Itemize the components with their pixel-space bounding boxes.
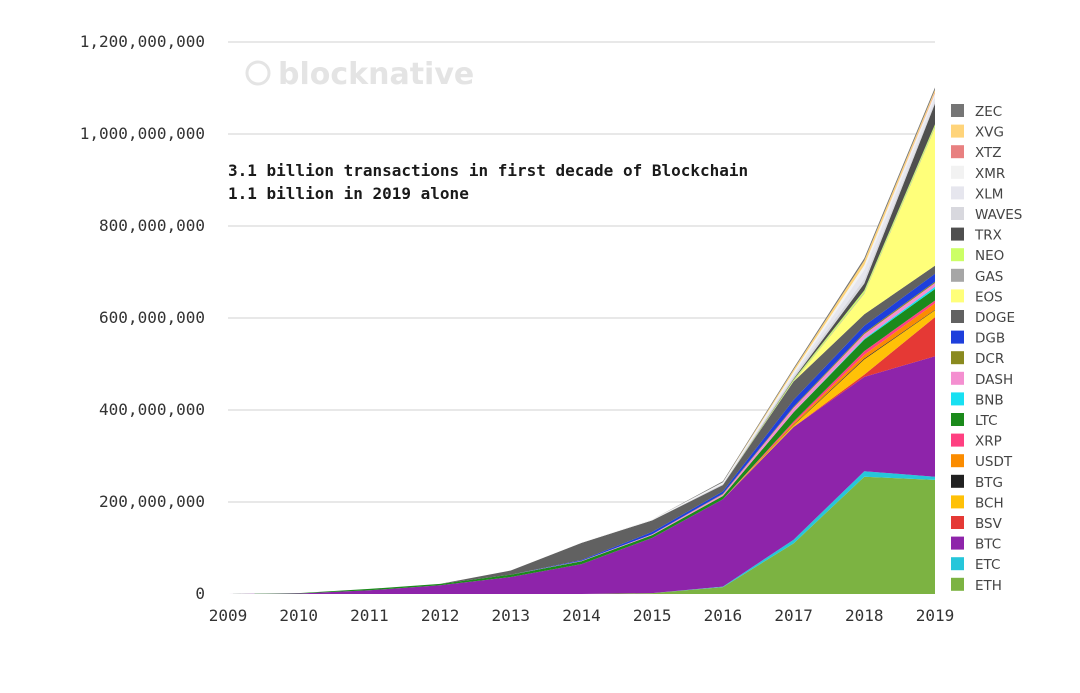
legend-swatch-xlm [951,186,964,200]
annotation-line-1: 3.1 billion transactions in first decade… [228,161,748,180]
area-eth [228,476,935,594]
legend-label-dash: DASH [975,372,1013,388]
legend-swatch-bsv [951,516,964,529]
y-tick-label: 1,200,000,000 [80,32,205,51]
legend-swatch-xvg [951,124,964,138]
x-tick-label: 2019 [916,606,955,625]
legend-label-etc: ETC [975,557,1000,573]
y-tick-label: 400,000,000 [99,400,205,419]
legend-swatch-xtz [951,145,964,159]
series-areas [228,87,935,595]
x-tick-label: 2009 [209,606,248,625]
x-tick-label: 2014 [562,606,601,625]
legend-label-xtz: XTZ [975,145,1002,161]
legend-label-xmr: XMR [975,166,1005,182]
legend-swatch-gas [951,268,964,282]
legend-swatch-btc [951,536,964,550]
legend-swatch-neo [951,248,964,262]
legend-swatch-dgb [951,330,964,344]
legend-label-ltc: LTC [975,413,998,429]
x-tick-label: 2017 [774,606,813,625]
legend-label-usdt: USDT [975,454,1013,470]
y-tick-label: 800,000,000 [99,216,205,235]
legend-label-zec: ZEC [975,104,1002,120]
x-tick-label: 2016 [704,606,743,625]
legend-label-bsv: BSV [975,516,1003,532]
legend-swatch-etc [951,557,964,571]
legend-label-neo: NEO [975,248,1004,264]
legend-swatch-trx [951,227,964,241]
legend-label-btc: BTC [975,537,1001,553]
legend-label-eth: ETH [975,578,1002,594]
watermark-text: blocknative [278,57,474,92]
legend-label-waves: WAVES [975,207,1022,223]
legend-label-bch: BCH [975,495,1004,511]
legend-label-dgb: DGB [975,331,1005,347]
legend-swatch-xrp [951,433,964,447]
watermark-logo-icon [245,60,271,86]
x-tick-label: 2010 [279,606,318,625]
legend-swatch-usdt [951,454,964,468]
x-tick-label: 2018 [845,606,884,625]
legend-swatch-waves [951,207,964,220]
watermark: blocknative [245,57,474,92]
legend-label-trx: TRX [974,228,1002,244]
legend-label-dcr: DCR [975,351,1004,367]
legend-swatch-zec [951,104,964,117]
legend-label-eos: EOS [975,289,1003,305]
legend-swatch-dcr [951,351,964,365]
legend-swatch-bnb [951,392,964,406]
area-etc [228,471,935,594]
annotation-line-2: 1.1 billion in 2019 alone [228,184,469,203]
legend-label-xrp: XRP [975,434,1002,450]
y-tick-label: 1,000,000,000 [80,124,205,143]
legend-swatch-bch [951,495,964,509]
legend-label-btg: BTG [975,475,1003,491]
legend-swatch-doge [951,310,964,323]
x-axis-ticks: 2009 2010 2011 2012 2013 2014 2015 2016 2017 2018… [209,606,955,625]
y-axis-ticks: 0 200,000,000 400,000,000 600,000,000 800,00… [80,32,205,603]
area-btc [228,356,935,594]
x-tick-label: 2013 [492,606,531,625]
y-tick-label: 0 [195,584,205,603]
y-tick-label: 200,000,000 [99,492,205,511]
legend-swatch-eos [951,289,964,303]
legend-swatch-xmr [951,165,964,179]
legend-swatch-btg [951,474,964,488]
legend: ZEC XVG XTZ XMR XLM WAVES TRX NEO GAS EOS DOGE DGB D… [951,104,1022,594]
x-tick-label: 2015 [633,606,672,625]
annotation: 3.1 billion transactions in first decade… [228,161,748,203]
legend-label-xlm: XLM [975,186,1003,202]
legend-label-doge: DOGE [975,310,1015,326]
legend-swatch-dash [951,371,964,385]
legend-label-bnb: BNB [975,392,1004,408]
y-tick-label: 600,000,000 [99,308,205,327]
x-tick-label: 2012 [421,606,460,625]
legend-swatch-ltc [951,413,964,426]
x-tick-label: 2011 [350,606,389,625]
legend-label-xvg: XVG [975,125,1004,141]
legend-label-gas: GAS [975,269,1003,285]
legend-swatch-eth [951,577,964,591]
